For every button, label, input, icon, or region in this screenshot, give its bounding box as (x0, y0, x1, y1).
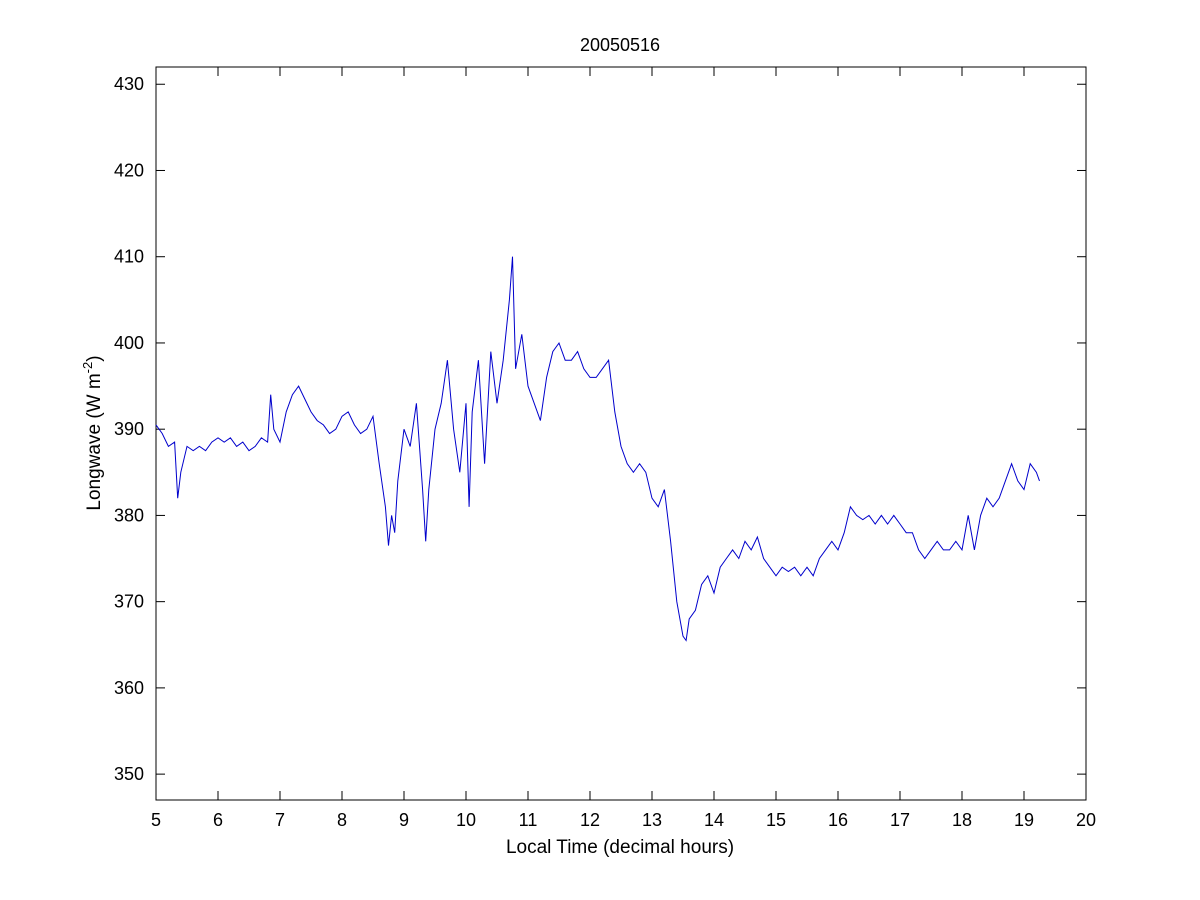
x-tick-label: 20 (1076, 810, 1096, 830)
longwave-series-line (155, 256, 1040, 642)
y-tick-label: 380 (114, 505, 144, 525)
y-tick-label: 410 (114, 247, 144, 267)
y-axis-label: Longwave (W m-2) (80, 355, 105, 510)
x-tick-marks (155, 67, 1087, 800)
y-axis-label-suffix: ) (84, 355, 105, 361)
y-tick-marks (156, 83, 1086, 775)
x-tick-label: 19 (1014, 810, 1034, 830)
x-tick-label: 11 (519, 810, 538, 830)
y-axis-label-prefix: Longwave (W m (84, 373, 105, 510)
x-tick-label: 8 (337, 810, 347, 830)
x-tick-labels: 5 6 7 8 9 10 11 12 13 14 15 16 17 18 19 20 (151, 810, 1096, 830)
x-tick-label: 13 (642, 810, 662, 830)
x-tick-label: 16 (828, 810, 848, 830)
x-tick-label: 17 (890, 810, 910, 830)
x-tick-label: 5 (151, 810, 161, 830)
chart-title: 20050516 (580, 35, 660, 55)
x-axis-label: Local Time (decimal hours) (506, 837, 734, 858)
x-tick-label: 6 (213, 810, 223, 830)
y-tick-label: 390 (114, 419, 144, 439)
x-tick-label: 7 (275, 810, 285, 830)
y-tick-label: 350 (114, 764, 144, 784)
y-tick-label: 400 (114, 333, 144, 353)
y-axis-label-superscript: -2 (80, 362, 95, 374)
y-tick-label: 360 (114, 678, 144, 698)
y-tick-label: 420 (114, 160, 144, 180)
x-tick-label: 14 (704, 810, 724, 830)
plot-area (155, 66, 1087, 801)
x-tick-label: 9 (399, 810, 409, 830)
x-tick-label: 10 (456, 810, 476, 830)
y-tick-label: 370 (114, 592, 144, 612)
x-tick-label: 15 (766, 810, 786, 830)
x-tick-label: 18 (952, 810, 972, 830)
y-tick-label: 430 (114, 74, 144, 94)
x-tick-label: 12 (580, 810, 600, 830)
y-tick-labels: 350 360 370 380 390 400 410 420 430 (114, 74, 144, 784)
